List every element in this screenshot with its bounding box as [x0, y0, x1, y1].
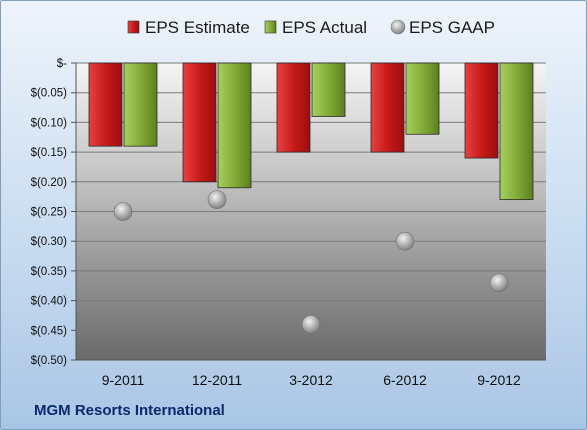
eps-estimate-bar [182, 62, 217, 183]
y-tick-label: $(0.05) [31, 88, 68, 100]
x-tick-label: 6-2012 [383, 372, 427, 388]
y-tick-label: $(0.40) [31, 296, 68, 308]
legend-label: EPS Estimate [145, 18, 250, 37]
y-tick-label: $(0.25) [31, 207, 68, 219]
eps-estimate-bar [464, 62, 499, 159]
eps-actual-bar [123, 62, 158, 147]
y-tick-label: $(0.15) [31, 147, 68, 159]
legend-swatch [264, 20, 277, 34]
x-tick-label: 3-2012 [289, 372, 333, 388]
y-tick-label: $(0.50) [31, 355, 68, 367]
eps-actual-bar [217, 62, 252, 189]
y-tick-label: $(0.20) [31, 177, 68, 189]
eps-actual-bar [499, 62, 534, 201]
legend-label: EPS Actual [282, 18, 367, 37]
gaap-points [113, 190, 509, 334]
y-tick-label: $(0.35) [31, 266, 68, 278]
eps-gaap-point [113, 202, 133, 221]
y-axis: $- $(0.05) $(0.10) $(0.15) $(0.20) $(0.25) $(0… [31, 58, 77, 367]
y-tick-label: $(0.30) [31, 236, 68, 248]
x-axis: 9-2011 12-2011 3-2012 6-2012 9-2012 [76, 359, 546, 388]
legend-label: EPS GAAP [409, 18, 495, 37]
eps-gaap-point [207, 190, 227, 209]
company-name: MGM Resorts International [34, 402, 225, 419]
legend-swatch [127, 20, 140, 34]
legend-swatch [390, 19, 406, 35]
bar-series [88, 62, 534, 201]
eps-actual-bar [405, 62, 440, 135]
y-tick-label: $(0.10) [31, 117, 68, 129]
x-tick-label: 12-2011 [192, 372, 243, 388]
eps-actual-bar [311, 62, 346, 117]
legend: EPS Estimate EPS Actual EPS GAAP [127, 18, 495, 37]
eps-estimate-bar [88, 62, 123, 147]
y-tick-label: $(0.45) [31, 325, 68, 337]
x-tick-label: 9-2011 [102, 372, 145, 388]
eps-estimate-bar [276, 62, 311, 153]
eps-gaap-point [489, 273, 509, 293]
eps-estimate-bar [370, 62, 405, 153]
y-tick-label: $- [57, 58, 67, 70]
eps-gaap-point [395, 231, 415, 251]
eps-gaap-point [301, 315, 321, 334]
x-tick-label: 9-2012 [477, 372, 521, 388]
